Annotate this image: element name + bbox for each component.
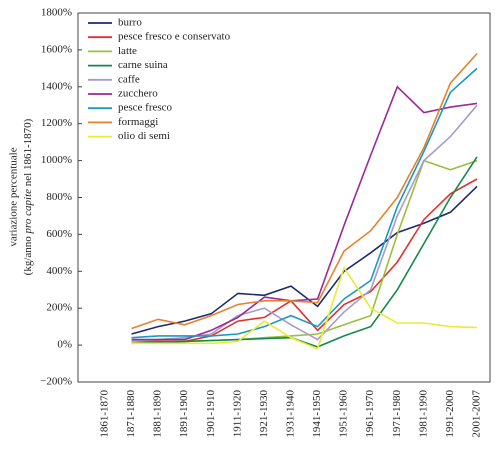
x-tick-label: 1991-2000 <box>444 390 456 438</box>
series-line <box>131 67 478 339</box>
y-tick-label: 0% <box>57 339 72 351</box>
y-tick-label: 800% <box>46 191 72 203</box>
x-tick-label: 1901-1910 <box>205 390 217 438</box>
y-axis-label-part: pro capite <box>22 189 34 235</box>
series-line <box>131 104 478 343</box>
legend-label: carne suina <box>118 59 168 71</box>
x-tick-label: 1931-1940 <box>285 390 297 438</box>
legend-label: caffe <box>118 73 140 85</box>
legend-label: latte <box>118 45 137 57</box>
series-line <box>131 53 478 330</box>
y-tick-label: 400% <box>46 265 72 277</box>
x-tick-label: 1971-1980 <box>391 390 403 438</box>
legend-label: burro <box>118 17 142 29</box>
x-tick-label: 1861-1870 <box>99 390 111 438</box>
x-tick-label: 1981-1990 <box>417 390 429 438</box>
y-axis-label: variazione percentuale <box>8 147 20 246</box>
y-axis-label-part: (kg/anno <box>22 233 34 275</box>
y-tick-label: 600% <box>46 228 72 240</box>
legend-label: zucchero <box>118 88 158 100</box>
x-tick-label: 1881-1890 <box>152 390 164 438</box>
y-tick-label: −200% <box>40 376 72 388</box>
y-tick-label: 1200% <box>41 117 72 129</box>
x-tick-label: 1891-1900 <box>178 390 190 438</box>
legend-label: pesce fresco e conservato <box>118 31 231 43</box>
series-line <box>131 265 478 350</box>
y-axis-label-part: nel 1861-1870) <box>22 118 34 189</box>
x-tick-label: 2001-2007 <box>471 390 483 438</box>
x-tick-label: 1911-1920 <box>231 390 243 438</box>
y-tick-label: 1600% <box>41 43 72 55</box>
series-line <box>131 85 478 341</box>
y-tick-label: 200% <box>46 302 72 314</box>
x-tick-label: 1921-1930 <box>258 390 270 438</box>
y-tick-label: 1000% <box>41 154 72 166</box>
y-tick-label: 1400% <box>41 80 72 92</box>
legend-label: pesce fresco <box>118 102 173 114</box>
x-tick-label: 1871-1880 <box>125 390 137 438</box>
legend-label: formaggi <box>118 116 158 128</box>
x-tick-label: 1941-1950 <box>311 390 323 438</box>
legend-label: olio di semi <box>118 130 170 142</box>
y-axis-label: (kg/anno pro capite nel 1861-1870) <box>22 118 34 275</box>
series-line <box>131 185 478 335</box>
series-line <box>131 156 478 348</box>
x-tick-label: 1961-1970 <box>364 390 376 438</box>
x-tick-label: 1951-1960 <box>338 390 350 438</box>
series-line <box>131 178 478 343</box>
y-tick-label: 1800% <box>41 7 72 19</box>
